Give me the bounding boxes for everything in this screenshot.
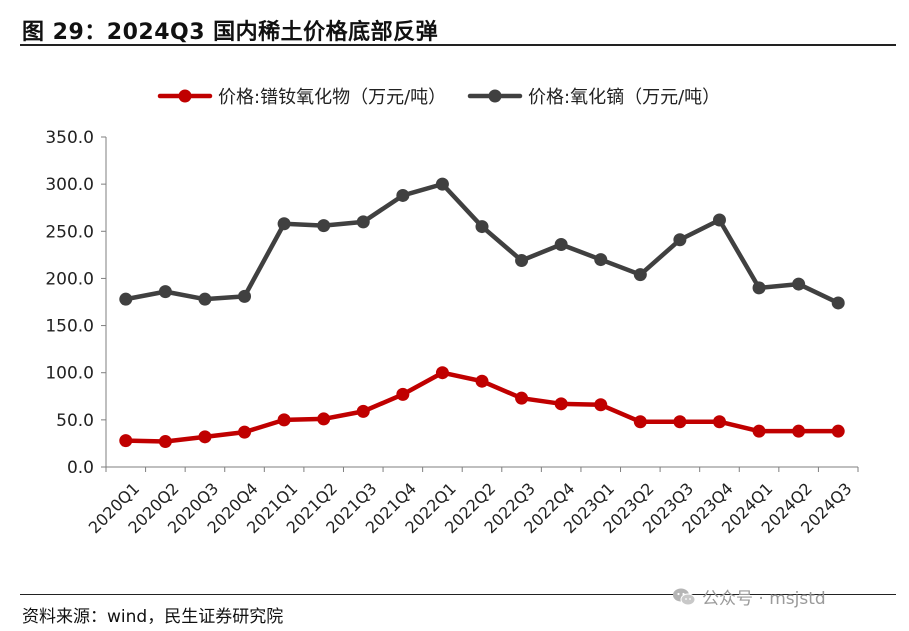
wechat-icon <box>673 588 696 605</box>
data-point-series-2 <box>673 233 687 247</box>
data-point-series-1 <box>515 391 529 405</box>
data-point-series-1 <box>712 415 726 429</box>
data-point-series-2 <box>435 177 449 191</box>
data-point-series-2 <box>158 285 172 299</box>
data-point-series-2 <box>277 217 291 231</box>
data-point-series-2 <box>831 296 845 310</box>
series-line-2 <box>123 181 841 306</box>
data-point-series-2 <box>515 254 529 268</box>
source-note: 资料来源：wind，民生证券研究院 <box>22 607 284 627</box>
data-point-series-2 <box>198 292 212 306</box>
footer-divider <box>20 594 896 595</box>
y-tick-label: 150.0 <box>45 317 94 337</box>
watermark-text: 公众号 · msjstd <box>702 589 826 609</box>
data-point-series-1 <box>554 397 568 411</box>
y-tick-label: 200.0 <box>45 269 94 289</box>
data-point-series-2 <box>356 215 370 229</box>
data-point-series-1 <box>238 425 252 439</box>
data-point-series-1 <box>396 387 410 401</box>
data-point-series-1 <box>475 374 489 388</box>
y-tick-label: 50.0 <box>56 411 94 431</box>
data-point-series-2 <box>792 277 806 291</box>
y-tick-label: 300.0 <box>45 175 94 195</box>
data-point-series-2 <box>396 188 410 202</box>
data-point-series-1 <box>356 404 370 418</box>
figure-title: 图 29：2024Q3 国内稀土价格底部反弹 <box>22 20 439 45</box>
y-tick-label: 0.0 <box>67 458 94 478</box>
data-point-series-2 <box>752 281 766 295</box>
data-point-series-2 <box>594 253 608 267</box>
y-tick-label: 100.0 <box>45 364 94 384</box>
data-point-series-2 <box>317 219 331 233</box>
legend-label-1: 价格:镨钕氧化物（万元/吨） <box>218 87 446 108</box>
data-point-series-1 <box>435 366 449 380</box>
data-point-series-1 <box>277 413 291 427</box>
data-point-series-1 <box>158 435 172 449</box>
data-point-series-1 <box>119 434 133 448</box>
y-tick-label: 350.0 <box>45 128 94 148</box>
data-point-series-2 <box>238 289 252 303</box>
data-point-series-1 <box>633 415 647 429</box>
data-point-series-2 <box>712 213 726 227</box>
data-point-series-1 <box>198 430 212 444</box>
line-chart: 0.050.0100.0150.0200.0250.0300.0350.0202… <box>45 87 859 537</box>
data-point-series-1 <box>752 424 766 438</box>
data-point-series-1 <box>594 398 608 412</box>
data-point-series-1 <box>792 424 806 438</box>
title-divider <box>20 44 896 46</box>
data-point-series-2 <box>119 292 133 306</box>
legend-label-2: 价格:氧化镝（万元/吨） <box>528 87 720 108</box>
data-point-series-2 <box>475 220 489 234</box>
data-point-series-1 <box>317 412 331 426</box>
legend-marker-1 <box>178 89 192 103</box>
legend-marker-2 <box>488 89 502 103</box>
data-point-series-1 <box>831 424 845 438</box>
data-point-series-1 <box>673 415 687 429</box>
data-point-series-2 <box>633 268 647 282</box>
y-tick-label: 250.0 <box>45 222 94 242</box>
watermark: 公众号 · msjstd <box>672 584 826 609</box>
data-point-series-2 <box>554 237 568 251</box>
